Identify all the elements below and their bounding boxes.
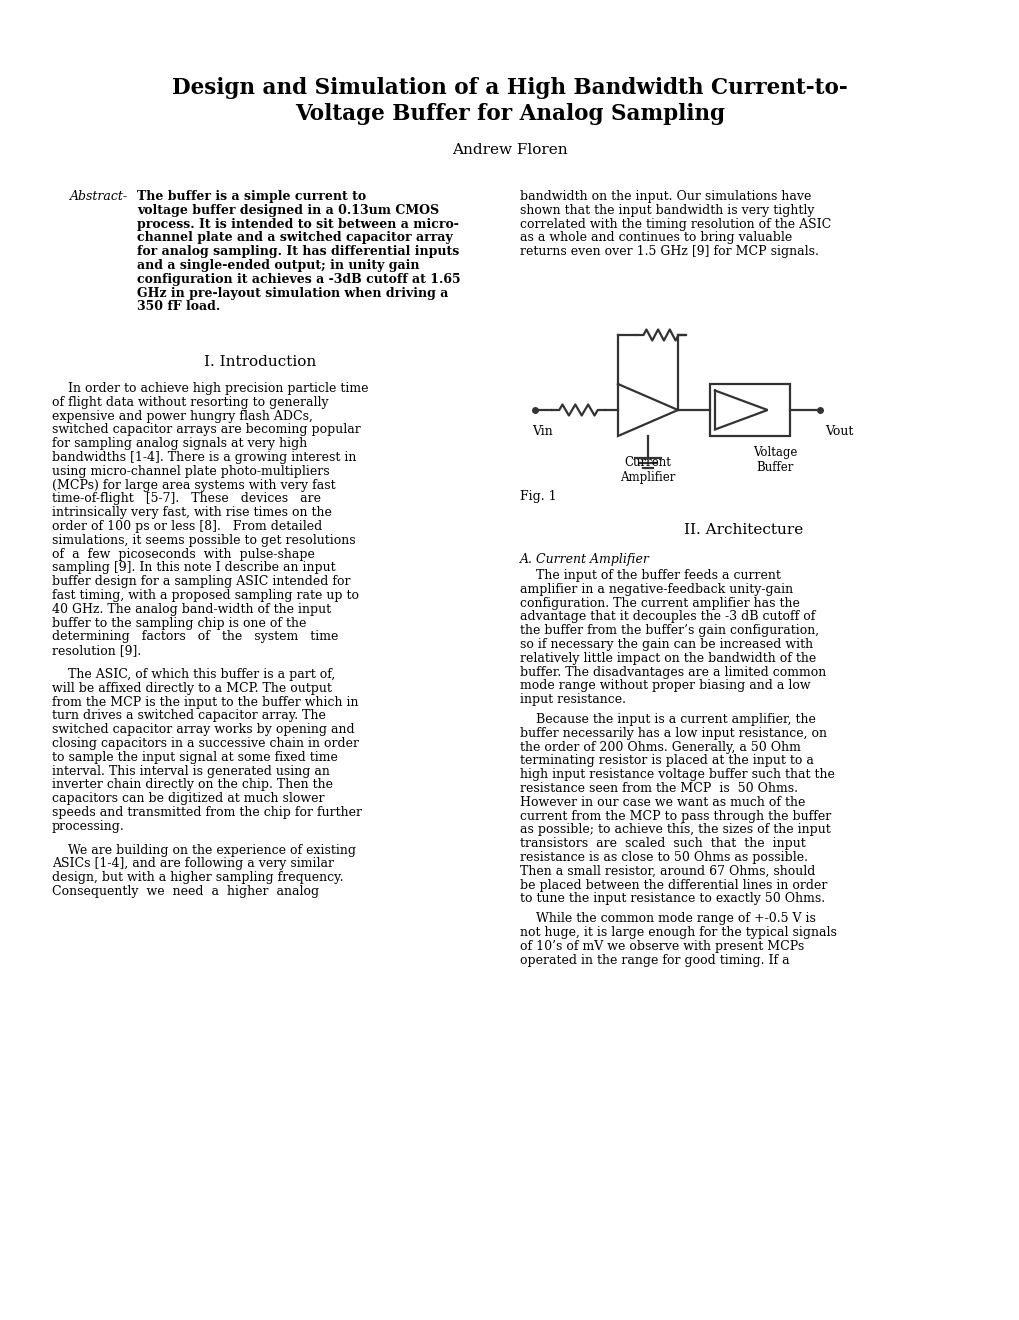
Text: the buffer from the buffer’s gain configuration,: the buffer from the buffer’s gain config… <box>520 624 818 638</box>
Text: channel plate and a switched capacitor array: channel plate and a switched capacitor a… <box>137 231 452 244</box>
Text: buffer design for a sampling ASIC intended for: buffer design for a sampling ASIC intend… <box>52 576 351 589</box>
Text: as possible; to achieve this, the sizes of the input: as possible; to achieve this, the sizes … <box>520 824 829 837</box>
Text: Current
Amplifier: Current Amplifier <box>620 455 675 484</box>
Text: configuration. The current amplifier has the: configuration. The current amplifier has… <box>520 597 799 610</box>
Text: 350 fF load.: 350 fF load. <box>137 301 220 313</box>
Bar <box>709 384 790 436</box>
Text: sampling [9]. In this note I describe an input: sampling [9]. In this note I describe an… <box>52 561 335 574</box>
Text: from the MCP is the input to the buffer which in: from the MCP is the input to the buffer … <box>52 696 358 709</box>
Text: resistance is as close to 50 Ohms as possible.: resistance is as close to 50 Ohms as pos… <box>520 851 807 865</box>
Text: switched capacitor arrays are becoming popular: switched capacitor arrays are becoming p… <box>52 424 361 437</box>
Text: speeds and transmitted from the chip for further: speeds and transmitted from the chip for… <box>52 807 362 818</box>
Text: determining   factors   of   the   system   time: determining factors of the system time <box>52 631 338 643</box>
Text: A. Current Amplifier: A. Current Amplifier <box>520 553 649 566</box>
Text: of  a  few  picoseconds  with  pulse-shape: of a few picoseconds with pulse-shape <box>52 548 315 561</box>
Text: design, but with a higher sampling frequency.: design, but with a higher sampling frequ… <box>52 871 343 884</box>
Text: process. It is intended to sit between a micro-: process. It is intended to sit between a… <box>137 218 459 231</box>
Text: The input of the buffer feeds a current: The input of the buffer feeds a current <box>520 569 781 582</box>
Text: turn drives a switched capacitor array. The: turn drives a switched capacitor array. … <box>52 709 325 722</box>
Text: In order to achieve high precision particle time: In order to achieve high precision parti… <box>52 381 368 395</box>
Text: We are building on the experience of existing: We are building on the experience of exi… <box>52 843 356 857</box>
Text: Fig. 1: Fig. 1 <box>520 490 556 503</box>
Text: configuration it achieves a -3dB cutoff at 1.65: configuration it achieves a -3dB cutoff … <box>137 273 461 286</box>
Text: voltage buffer designed in a 0.13um CMOS: voltage buffer designed in a 0.13um CMOS <box>137 203 439 216</box>
Text: correlated with the timing resolution of the ASIC: correlated with the timing resolution of… <box>520 218 830 231</box>
Text: will be affixed directly to a MCP. The output: will be affixed directly to a MCP. The o… <box>52 682 331 694</box>
Text: inverter chain directly on the chip. Then the: inverter chain directly on the chip. The… <box>52 779 332 792</box>
Text: for analog sampling. It has differential inputs: for analog sampling. It has differential… <box>137 246 459 259</box>
Text: Andrew Floren: Andrew Floren <box>451 143 568 157</box>
Text: buffer. The disadvantages are a limited common: buffer. The disadvantages are a limited … <box>520 665 825 678</box>
Text: returns even over 1.5 GHz [9] for MCP signals.: returns even over 1.5 GHz [9] for MCP si… <box>520 246 818 259</box>
Text: Vout: Vout <box>824 425 853 438</box>
Text: Consequently  we  need  a  higher  analog: Consequently we need a higher analog <box>52 884 319 898</box>
Text: current from the MCP to pass through the buffer: current from the MCP to pass through the… <box>520 809 830 822</box>
Text: bandwidths [1-4]. There is a growing interest in: bandwidths [1-4]. There is a growing int… <box>52 451 356 465</box>
Text: of flight data without resorting to generally: of flight data without resorting to gene… <box>52 396 328 409</box>
Text: to sample the input signal at some fixed time: to sample the input signal at some fixed… <box>52 751 337 764</box>
Text: resistance seen from the MCP  is  50 Ohms.: resistance seen from the MCP is 50 Ohms. <box>520 781 797 795</box>
Text: transistors  are  scaled  such  that  the  input: transistors are scaled such that the inp… <box>520 837 805 850</box>
Text: Voltage
Buffer: Voltage Buffer <box>752 446 797 474</box>
Text: While the common mode range of +-0.5 V is: While the common mode range of +-0.5 V i… <box>520 912 815 925</box>
Text: buffer to the sampling chip is one of the: buffer to the sampling chip is one of th… <box>52 616 306 630</box>
Text: closing capacitors in a successive chain in order: closing capacitors in a successive chain… <box>52 737 359 750</box>
Text: advantage that it decouples the -3 dB cutoff of: advantage that it decouples the -3 dB cu… <box>520 610 814 623</box>
Text: resolution [9].: resolution [9]. <box>52 644 141 657</box>
Text: amplifier in a negative-feedback unity-gain: amplifier in a negative-feedback unity-g… <box>520 583 793 595</box>
Text: interval. This interval is generated using an: interval. This interval is generated usi… <box>52 764 329 777</box>
Text: bandwidth on the input. Our simulations have: bandwidth on the input. Our simulations … <box>520 190 810 203</box>
Text: be placed between the differential lines in order: be placed between the differential lines… <box>520 879 826 891</box>
Text: and a single-ended output; in unity gain: and a single-ended output; in unity gain <box>137 259 419 272</box>
Text: shown that the input bandwidth is very tightly: shown that the input bandwidth is very t… <box>520 203 814 216</box>
Text: ASICs [1-4], and are following a very similar: ASICs [1-4], and are following a very si… <box>52 858 333 870</box>
Text: operated in the range for good timing. If a: operated in the range for good timing. I… <box>520 953 789 966</box>
Text: so if necessary the gain can be increased with: so if necessary the gain can be increase… <box>520 638 812 651</box>
Text: input resistance.: input resistance. <box>520 693 626 706</box>
Text: II. Architecture: II. Architecture <box>684 523 803 537</box>
Text: switched capacitor array works by opening and: switched capacitor array works by openin… <box>52 723 355 737</box>
Text: as a whole and continues to bring valuable: as a whole and continues to bring valuab… <box>520 231 792 244</box>
Text: high input resistance voltage buffer such that the: high input resistance voltage buffer suc… <box>520 768 835 781</box>
Text: of 10’s of mV we observe with present MCPs: of 10’s of mV we observe with present MC… <box>520 940 803 953</box>
Text: fast timing, with a proposed sampling rate up to: fast timing, with a proposed sampling ra… <box>52 589 359 602</box>
Text: intrinsically very fast, with rise times on the: intrinsically very fast, with rise times… <box>52 506 331 519</box>
Text: to tune the input resistance to exactly 50 Ohms.: to tune the input resistance to exactly … <box>520 892 824 906</box>
Text: Abstract-: Abstract- <box>70 190 128 203</box>
Text: Vin: Vin <box>532 425 552 438</box>
Text: Then a small resistor, around 67 Ohms, should: Then a small resistor, around 67 Ohms, s… <box>520 865 814 878</box>
Text: 40 GHz. The analog band-width of the input: 40 GHz. The analog band-width of the inp… <box>52 603 331 616</box>
Text: Design and Simulation of a High Bandwidth Current-to-: Design and Simulation of a High Bandwidt… <box>172 77 847 99</box>
Text: (MCPs) for large area systems with very fast: (MCPs) for large area systems with very … <box>52 479 335 491</box>
Text: GHz in pre-layout simulation when driving a: GHz in pre-layout simulation when drivin… <box>137 286 448 300</box>
Text: processing.: processing. <box>52 820 124 833</box>
Text: expensive and power hungry flash ADCs,: expensive and power hungry flash ADCs, <box>52 409 313 422</box>
Text: The ASIC, of which this buffer is a part of,: The ASIC, of which this buffer is a part… <box>52 668 335 681</box>
Text: However in our case we want as much of the: However in our case we want as much of t… <box>520 796 805 809</box>
Text: terminating resistor is placed at the input to a: terminating resistor is placed at the in… <box>520 755 813 767</box>
Text: Because the input is a current amplifier, the: Because the input is a current amplifier… <box>520 713 815 726</box>
Text: for sampling analog signals at very high: for sampling analog signals at very high <box>52 437 307 450</box>
Text: the order of 200 Ohms. Generally, a 50 Ohm: the order of 200 Ohms. Generally, a 50 O… <box>520 741 800 754</box>
Text: time-of-flight   [5-7].   These   devices   are: time-of-flight [5-7]. These devices are <box>52 492 321 506</box>
Text: Voltage Buffer for Analog Sampling: Voltage Buffer for Analog Sampling <box>294 103 725 125</box>
Text: capacitors can be digitized at much slower: capacitors can be digitized at much slow… <box>52 792 324 805</box>
Text: using micro-channel plate photo-multipliers: using micro-channel plate photo-multipli… <box>52 465 329 478</box>
Text: mode range without proper biasing and a low: mode range without proper biasing and a … <box>520 680 810 693</box>
Text: not huge, it is large enough for the typical signals: not huge, it is large enough for the typ… <box>520 927 836 939</box>
Text: relatively little impact on the bandwidth of the: relatively little impact on the bandwidt… <box>520 652 815 665</box>
Text: order of 100 ps or less [8].   From detailed: order of 100 ps or less [8]. From detail… <box>52 520 322 533</box>
Text: I. Introduction: I. Introduction <box>204 355 316 370</box>
Text: buffer necessarily has a low input resistance, on: buffer necessarily has a low input resis… <box>520 727 826 739</box>
Text: simulations, it seems possible to get resolutions: simulations, it seems possible to get re… <box>52 533 356 546</box>
Text: The buffer is a simple current to: The buffer is a simple current to <box>137 190 366 203</box>
